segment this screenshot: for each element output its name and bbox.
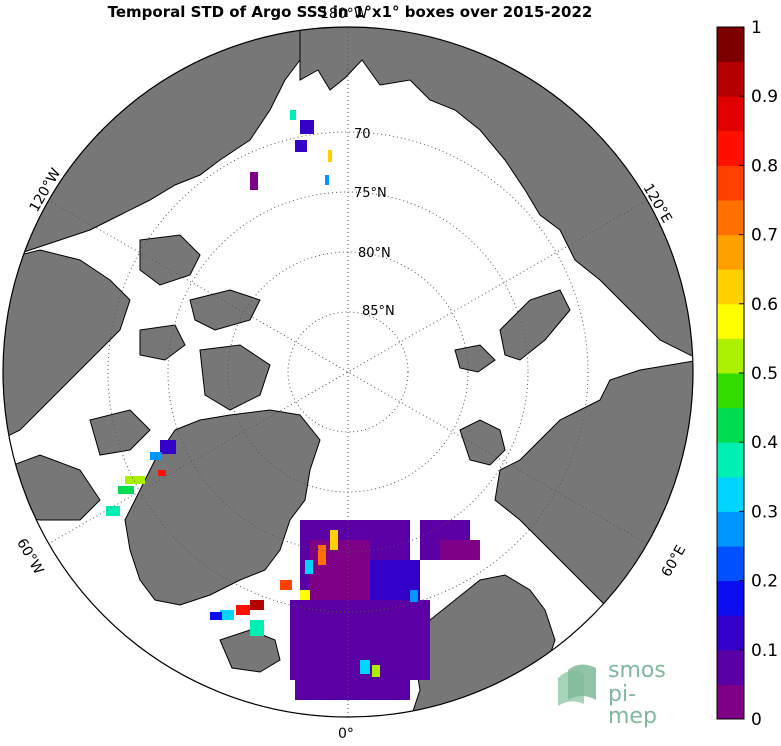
logo-line2: pi-mep xyxy=(608,682,657,729)
colorbar-swatch xyxy=(717,546,744,582)
colorbar-swatch xyxy=(717,200,744,236)
colorbar-ticks: 0 0.1 0.2 0.3 0.4 0.5 0.6 0.7 0.8 0.9 1 xyxy=(739,18,778,730)
colorbar-swatch xyxy=(717,580,744,616)
colorbar-tick-label: 0.4 xyxy=(751,433,778,453)
lon-label-60w: 60°W xyxy=(13,536,46,578)
land-canada-arch-2 xyxy=(139,234,201,286)
colorbar-swatch xyxy=(717,61,744,97)
colorbar-swatch xyxy=(717,338,744,374)
colorbar-swatch xyxy=(717,269,744,305)
colorbar-tick-label: 0.5 xyxy=(751,364,778,384)
colorbar-tick-label: 0.7 xyxy=(751,226,778,246)
colorbar-tick-label: 0.3 xyxy=(751,502,778,522)
land-canada-arch-6 xyxy=(89,409,151,456)
land-canada-arch-1 xyxy=(3,249,131,441)
colorbar-swatch xyxy=(717,615,744,651)
colorbar-swatch xyxy=(717,96,744,132)
land-novaya-zemlya xyxy=(499,289,571,361)
colorbar-swatch xyxy=(717,407,744,443)
colorbar-swatch xyxy=(717,373,744,409)
land-svalbard xyxy=(459,419,506,466)
logo-line1: smos xyxy=(608,658,666,683)
colorbar-frame xyxy=(716,26,745,720)
colorbar-swatch xyxy=(717,476,744,512)
graticule xyxy=(47,27,649,717)
colorbar-swatch xyxy=(717,649,744,685)
colorbar-swatch xyxy=(717,511,744,547)
argo-std-cells xyxy=(106,110,480,700)
lon-label-60e: 60°E xyxy=(659,543,690,580)
land-canada-arch-3 xyxy=(189,289,261,331)
land-franz-josef xyxy=(454,344,496,373)
lat-label-70: 70 xyxy=(354,127,371,142)
colorbar-swatch xyxy=(717,234,744,270)
land-greenland xyxy=(124,409,321,606)
smos-pimep-logo: smos pi-mep xyxy=(556,658,676,728)
colorbar-tick-label: 0.9 xyxy=(751,87,778,107)
polar-map: 70 75°N 80°N 85°N 180°W 120°W 60°W 0° 60… xyxy=(2,6,694,742)
colorbar-swatch xyxy=(717,684,744,720)
colorbar-swatch xyxy=(717,27,744,63)
lat-label-75: 75°N xyxy=(354,186,387,201)
colorbar-tick-label: 0.6 xyxy=(751,295,778,315)
colorbar-swatch xyxy=(717,442,744,478)
colorbar-swatch xyxy=(717,165,744,201)
map-border xyxy=(2,26,694,718)
colorbar-swatches xyxy=(717,27,744,720)
lat-label-80: 80°N xyxy=(358,246,391,261)
lon-label-0: 0° xyxy=(338,726,354,742)
colorbar-tick-label: 0.8 xyxy=(751,156,778,176)
colorbar-tick-label: 0.2 xyxy=(751,572,778,592)
colorbar-tick-label: 0 xyxy=(751,710,762,730)
colorbar-swatch xyxy=(717,303,744,339)
lon-label-180w: 180°W xyxy=(320,6,368,22)
map-title: Temporal STD of Argo SSS in 1°x1° boxes … xyxy=(107,3,593,21)
colorbar-swatch xyxy=(717,130,744,166)
land-canada-arch-4 xyxy=(199,344,271,411)
colorbar-tick-label: 1 xyxy=(751,18,762,38)
logo-mark-icon xyxy=(558,664,596,706)
land-canada-arch-5 xyxy=(139,324,186,361)
lat-label-85: 85°N xyxy=(362,304,395,319)
colorbar-tick-label: 0.1 xyxy=(751,641,778,661)
latitude-labels: 70 75°N 80°N 85°N xyxy=(354,127,395,319)
